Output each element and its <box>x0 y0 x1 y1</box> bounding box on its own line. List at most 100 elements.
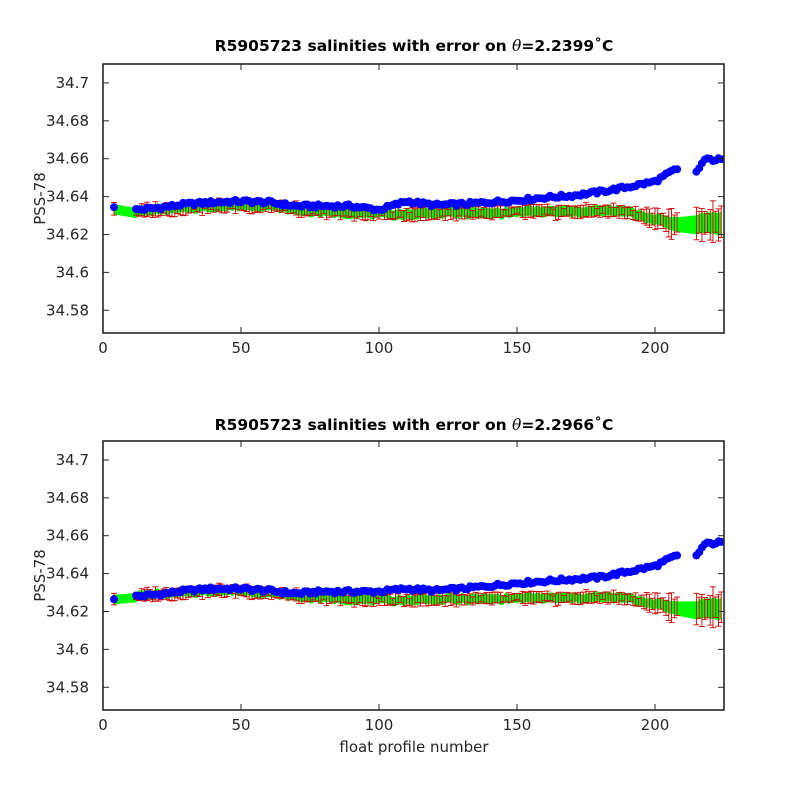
error-bar <box>406 597 413 606</box>
error-bar <box>442 595 449 607</box>
error-bar <box>698 208 705 242</box>
panel-top: R5905723 salinities with error on θ=2.23… <box>31 36 725 357</box>
raw-salinity-point <box>110 595 118 604</box>
error-bar <box>400 210 407 222</box>
x-tick-label: 100 <box>365 716 394 734</box>
error-bar <box>668 208 675 240</box>
title-prefix: R5905723 salinities with error on <box>215 416 512 434</box>
y-tick-label: 34.64 <box>46 188 89 206</box>
x-tick-label: 0 <box>98 716 108 734</box>
x-axis-label: float profile number <box>339 738 489 756</box>
error-bar <box>671 598 678 619</box>
error-bar <box>594 208 601 217</box>
error-bar <box>707 595 714 626</box>
y-tick-label: 34.64 <box>46 565 89 583</box>
error-bar <box>712 210 719 233</box>
error-bar <box>712 596 719 618</box>
error-bar <box>445 208 451 217</box>
error-bar <box>715 208 722 242</box>
error-bar <box>665 592 672 621</box>
error-bar <box>640 208 647 225</box>
title-suffix: =2.2399˚C <box>521 36 613 55</box>
x-tick-label: 200 <box>641 339 670 357</box>
error-bar <box>596 593 603 604</box>
x-tick-label: 150 <box>503 716 532 734</box>
error-bar <box>649 212 656 226</box>
error-bar <box>693 206 700 241</box>
x-tick-label: 200 <box>641 716 670 734</box>
error-bar <box>613 207 620 217</box>
error-bar <box>442 208 449 221</box>
error-bar <box>707 209 714 241</box>
error-bar <box>613 593 620 603</box>
error-bar <box>665 208 672 238</box>
error-bar <box>547 593 554 601</box>
error-bar <box>643 592 650 611</box>
error-bar <box>480 207 487 219</box>
error-bar <box>588 205 595 218</box>
error-bar <box>599 205 606 214</box>
y-tick-label: 34.68 <box>46 489 89 507</box>
error-bar <box>627 207 634 216</box>
error-bar <box>461 594 468 606</box>
error-bar <box>640 594 647 610</box>
error-bar <box>411 594 418 608</box>
error-bar <box>616 592 623 605</box>
x-tick-label: 50 <box>231 339 250 357</box>
error-bar <box>599 592 606 600</box>
error-bar <box>411 208 418 223</box>
error-bar <box>624 206 631 219</box>
error-bar <box>400 596 407 608</box>
x-tick-label: 100 <box>365 339 394 357</box>
error-bar <box>663 215 670 233</box>
error-bar <box>480 593 487 604</box>
error-bar <box>549 208 556 217</box>
error-bar <box>674 596 681 617</box>
x-tick-label: 0 <box>98 339 108 357</box>
error-bar <box>436 595 443 605</box>
error-bar <box>464 594 471 603</box>
error-bar <box>657 213 664 226</box>
y-tick-label: 34.6 <box>56 640 89 658</box>
error-bar <box>591 203 598 218</box>
error-bar <box>580 204 587 218</box>
raw-salinity-point <box>673 165 682 174</box>
error-bar <box>698 594 705 627</box>
error-bar <box>478 209 485 217</box>
error-bar <box>519 590 526 604</box>
error-bar <box>618 591 625 602</box>
error-bar <box>456 594 463 603</box>
y-tick-label: 34.58 <box>46 301 89 319</box>
error-bar <box>588 592 595 604</box>
error-bar <box>643 206 650 226</box>
error-bar <box>696 596 703 619</box>
error-bar <box>596 206 603 218</box>
title-theta-symbol: θ <box>512 37 522 55</box>
error-bar <box>558 204 565 218</box>
error-bar <box>541 206 548 215</box>
error-bar <box>478 595 485 603</box>
y-axis-label: PSS-78 <box>31 549 49 602</box>
error-bar <box>403 208 410 222</box>
error-bar <box>618 205 625 216</box>
error-bar <box>704 599 711 619</box>
error-bar <box>549 595 556 603</box>
error-bar <box>516 592 523 602</box>
error-bar <box>563 205 570 217</box>
error-bar <box>547 206 554 215</box>
error-bar <box>657 597 664 610</box>
axis-ticks: 0 50 100 150 200 34.58 34.6 34.62 34.64 34.66 34.6… <box>46 441 724 734</box>
y-tick-label: 34.7 <box>56 74 89 92</box>
y-tick-label: 34.62 <box>46 602 89 620</box>
error-bar <box>715 594 722 627</box>
error-bar <box>591 590 598 604</box>
plot-area <box>110 537 724 629</box>
error-bar <box>516 206 523 216</box>
raw-salinity-point <box>717 537 724 546</box>
error-bar <box>674 212 681 233</box>
error-bar <box>646 208 653 228</box>
error-bar <box>696 210 703 234</box>
x-tick-label: 150 <box>503 339 532 357</box>
error-bar <box>406 212 413 221</box>
axes-box <box>102 63 725 334</box>
